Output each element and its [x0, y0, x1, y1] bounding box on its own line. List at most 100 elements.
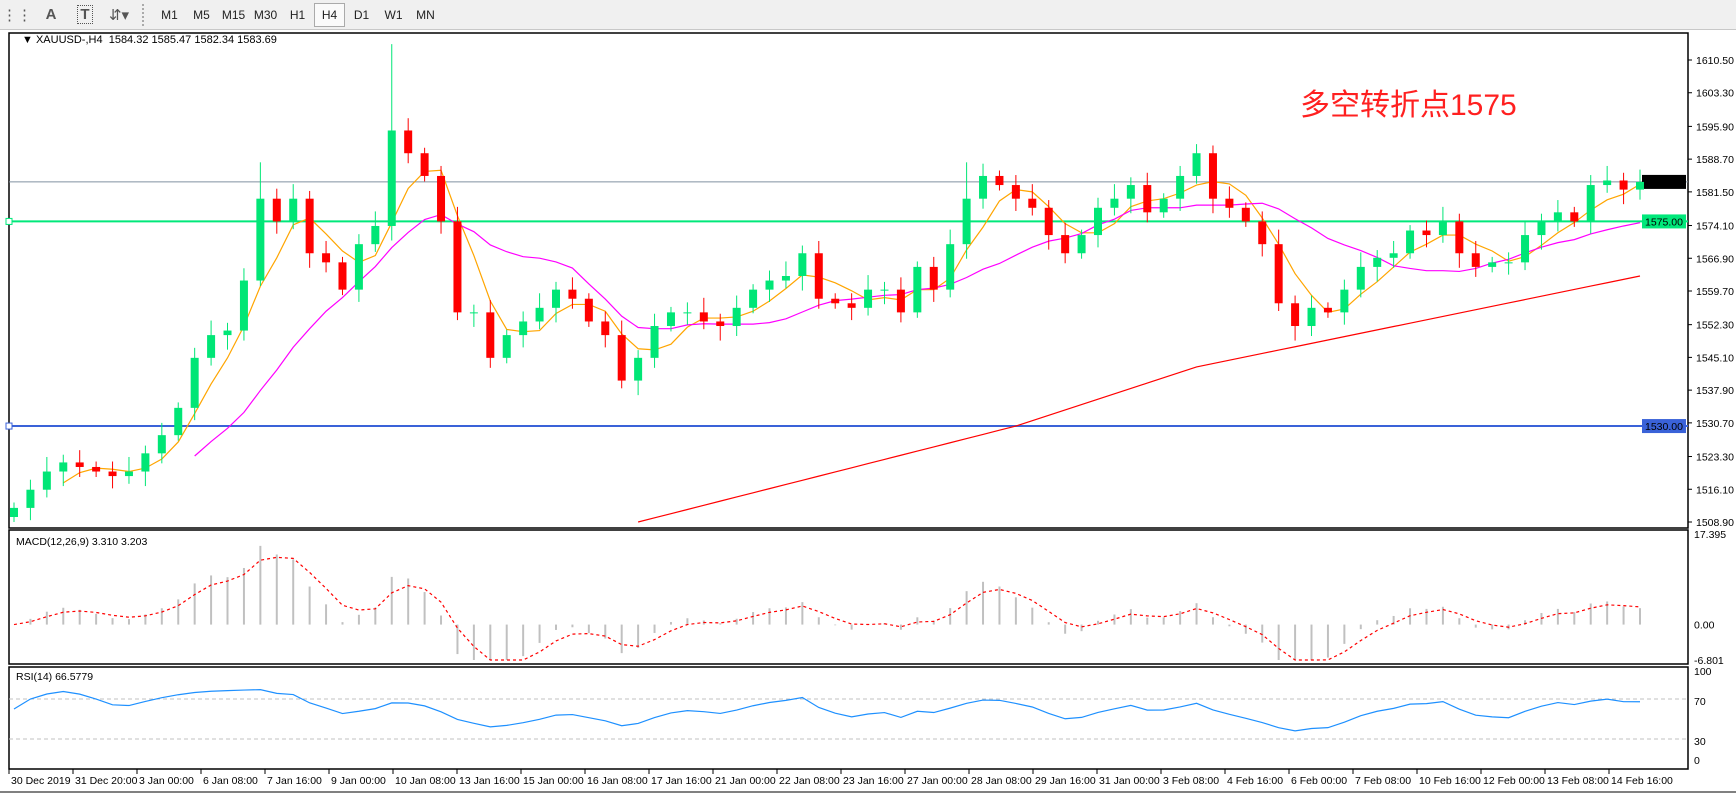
candle — [190, 347, 199, 421]
rsi-line — [13, 689, 1641, 732]
candle — [814, 240, 823, 309]
timeframe-h1[interactable]: H1 — [289, 7, 306, 22]
ohlc-values: 1584.32 1585.47 1582.34 1583.69 — [108, 34, 277, 46]
price-tick-label: 1530.70 — [1696, 418, 1734, 430]
candle — [207, 320, 216, 366]
candle — [223, 322, 232, 350]
candle — [896, 277, 905, 323]
time-tick-label: 29 Jan 16:00 — [1035, 775, 1096, 787]
candle-body — [486, 312, 495, 358]
candle — [1422, 220, 1431, 248]
grid-icon[interactable]: ⋮⋮ — [2, 6, 32, 24]
candle — [1323, 302, 1332, 318]
candle — [1504, 252, 1513, 275]
rsi-tick-label: 70 — [1694, 696, 1706, 708]
collapse-triangle-icon[interactable]: ▼ — [22, 34, 36, 46]
time-tick-label: 21 Jan 00:00 — [715, 775, 776, 787]
candle — [913, 261, 922, 318]
candle — [1537, 213, 1546, 250]
price-chart[interactable]: 1610.50 1603.30 1595.90 1588.70 1581.50 1574.… — [0, 30, 1736, 794]
price-tick-label: 1595.90 — [1696, 121, 1734, 133]
candle — [141, 445, 150, 487]
macd-label: MACD(12,26,9) 3.310 3.203 — [16, 536, 147, 548]
price-tick-label: 1508.90 — [1696, 517, 1734, 529]
candle-body — [1011, 185, 1020, 199]
candle-body — [650, 326, 659, 358]
candle — [634, 350, 643, 396]
arrows-icon[interactable]: ⇵▾ — [108, 6, 130, 24]
candle-body — [535, 307, 544, 322]
candle — [1340, 279, 1349, 325]
timeframe-h4[interactable]: H4 — [314, 2, 345, 27]
candle — [305, 190, 314, 268]
candle-body — [962, 198, 971, 245]
time-tick-label: 3 Feb 08:00 — [1163, 775, 1219, 787]
candle — [10, 502, 18, 522]
timeframe-m1[interactable]: M1 — [161, 7, 178, 22]
timeframe-mn[interactable]: MN — [416, 7, 435, 22]
candle-body — [420, 153, 429, 176]
candle-body — [1422, 230, 1431, 236]
candle — [1225, 186, 1234, 218]
timeframe-m5[interactable]: M5 — [193, 7, 210, 22]
candle — [683, 302, 692, 325]
candle — [1373, 250, 1382, 282]
candle-body — [683, 312, 692, 314]
candle-body — [1307, 307, 1316, 327]
candle — [732, 295, 741, 337]
candle — [1389, 240, 1398, 268]
candle-body — [1094, 207, 1102, 236]
candle — [666, 306, 675, 332]
candle-body — [568, 289, 577, 299]
time-tick-label: 7 Jan 16:00 — [267, 775, 322, 787]
time-tick-label: 31 Jan 00:00 — [1099, 775, 1160, 787]
time-tick-label: 10 Jan 08:00 — [395, 775, 456, 787]
candle-body — [1208, 153, 1217, 199]
candle-body — [552, 289, 560, 308]
price-tick-label: 1559.70 — [1696, 286, 1734, 298]
level-price-tag — [1642, 419, 1686, 434]
timeframe-d1[interactable]: D1 — [353, 7, 370, 22]
candle-body — [896, 289, 905, 313]
time-tick-label: 13 Jan 16:00 — [459, 775, 520, 787]
candle-body — [831, 298, 840, 304]
candle — [699, 297, 708, 330]
fast-ma-line — [62, 169, 1641, 484]
candle-body — [174, 407, 183, 436]
timeframe-m15[interactable]: M15 — [221, 7, 246, 22]
candle-body — [207, 335, 216, 358]
current-price-tag — [1642, 174, 1686, 189]
candle — [1176, 165, 1185, 211]
candle — [502, 329, 511, 364]
candle-body — [223, 330, 232, 336]
candle — [289, 184, 298, 230]
level-handle — [5, 217, 13, 225]
candle — [1094, 197, 1102, 248]
candle — [1208, 145, 1217, 214]
candle — [1044, 200, 1053, 250]
level-price-label: 1575.00 — [1645, 216, 1683, 228]
text-icon[interactable]: A — [45, 6, 57, 23]
timeframe-m30[interactable]: M30 — [253, 7, 278, 22]
candle — [601, 311, 610, 348]
annotation-text: 多空转折点1575 — [1300, 89, 1517, 122]
candle — [1636, 169, 1644, 200]
slow-ma-line — [637, 275, 1641, 523]
timeframe-w1[interactable]: W1 — [384, 7, 403, 22]
candle — [174, 402, 183, 441]
candle-body — [929, 266, 938, 290]
text-label-icon[interactable]: T — [68, 2, 102, 28]
candle-body — [1110, 198, 1119, 208]
candle-body — [1389, 253, 1398, 258]
candle-body — [239, 280, 248, 331]
candle — [929, 256, 938, 302]
candle-body — [1225, 198, 1234, 208]
candle — [847, 293, 856, 321]
candle-body — [749, 289, 758, 308]
candle-body — [847, 303, 856, 308]
candle-body — [1438, 221, 1447, 236]
candle-body — [1586, 185, 1595, 222]
time-tick-label: 12 Feb 00:00 — [1483, 775, 1545, 787]
candle-body — [1077, 235, 1086, 254]
candle — [1274, 229, 1283, 312]
